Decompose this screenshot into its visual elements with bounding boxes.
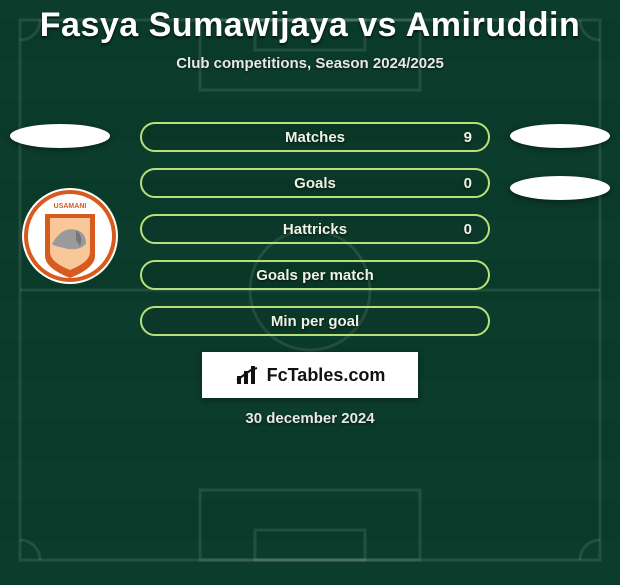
flag-right-oval-2: [510, 176, 610, 200]
stat-bar-min-per-goal: Min per goal: [140, 306, 490, 336]
stat-bar-goals: Goals 0: [140, 168, 490, 198]
stat-label: Goals per match: [256, 267, 374, 284]
date-text: 30 december 2024: [0, 410, 620, 427]
stat-label: Goals: [294, 175, 336, 192]
stat-label: Matches: [285, 129, 345, 146]
stat-bar-hattricks: Hattricks 0: [140, 214, 490, 244]
stat-value: 0: [464, 175, 472, 192]
stat-bars: Matches 9 Goals 0 Hattricks 0 Goals per …: [140, 122, 490, 336]
stat-bar-matches: Matches 9: [140, 122, 490, 152]
stat-value: 0: [464, 221, 472, 238]
club-logo-left: USAMANI: [20, 186, 120, 286]
svg-text:USAMANI: USAMANI: [54, 203, 87, 210]
stat-label: Min per goal: [271, 313, 359, 330]
brand-text: FcTables.com: [267, 365, 386, 386]
subtitle: Club competitions, Season 2024/2025: [0, 55, 620, 72]
stat-label: Hattricks: [283, 221, 347, 238]
flag-left-oval: [10, 124, 110, 148]
flag-right-oval-1: [510, 124, 610, 148]
stat-value: 9: [464, 129, 472, 146]
bar-chart-icon: [235, 364, 261, 386]
stat-bar-goals-per-match: Goals per match: [140, 260, 490, 290]
page-title: Fasya Sumawijaya vs Amiruddin: [0, 0, 620, 45]
brand-box: FcTables.com: [202, 352, 418, 398]
